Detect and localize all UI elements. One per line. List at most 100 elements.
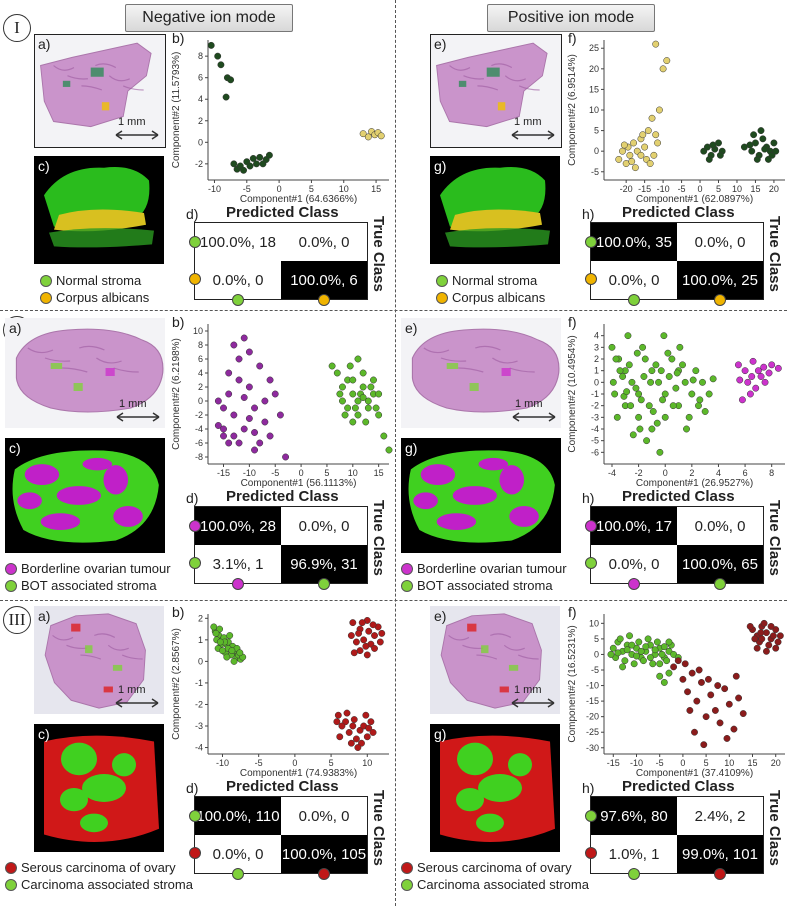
data-point	[345, 729, 353, 736]
x-tick-label: 0	[299, 468, 304, 478]
data-point	[642, 643, 650, 651]
data-point	[343, 709, 351, 717]
x-tick-label: -5	[271, 468, 279, 478]
data-point	[236, 649, 244, 657]
tissue-image	[5, 318, 165, 428]
x-axis-label: Component#1 (37.4109%)	[636, 768, 753, 779]
data-point	[207, 41, 215, 49]
x-axis-label: Component#1 (56.1113%)	[241, 478, 357, 489]
data-point	[768, 361, 776, 369]
data-point	[251, 429, 258, 436]
data-point	[758, 635, 766, 643]
data-point	[681, 378, 689, 386]
y-tick-label: 0	[594, 649, 599, 659]
data-point	[644, 635, 652, 643]
data-point	[652, 361, 660, 369]
data-point	[230, 657, 238, 665]
scatter-plot: -10 -5 0 5 10 15 -2 0 2 4 6 8 Component#1 (64.6366%)…	[171, 40, 389, 205]
data-point	[613, 413, 621, 421]
panel-label: h)	[582, 780, 595, 796]
data-point	[367, 383, 375, 391]
legend-item: BOT associated stroma	[5, 577, 171, 594]
data-point	[739, 710, 747, 718]
legend: Serous carcinoma of ovary Carcinoma assoc…	[401, 859, 589, 893]
x-tick-label: 8	[769, 468, 774, 478]
x-tick-label: 15	[374, 468, 384, 478]
data-point	[753, 155, 761, 163]
data-point	[709, 141, 717, 149]
x-tick-label: 5	[704, 758, 709, 768]
panel-III-pos: e) 1 mm g) -15 -10 -5 0 5 10 15 20 -30 -25 -20 -15 -10 -…	[396, 602, 787, 892]
data-point	[679, 361, 686, 369]
matrix-cell: 99.0%, 101	[677, 835, 763, 873]
panel-label: g)	[434, 726, 447, 742]
data-point	[659, 396, 667, 404]
data-point	[220, 404, 227, 412]
column-marker	[714, 578, 726, 590]
scale-bar-label: 1 mm	[119, 398, 147, 410]
data-point	[716, 719, 724, 727]
row-marker	[585, 557, 597, 569]
matrix-grid: 100.0%, 17 0.0%, 0 0.0%, 0 100.0%, 65	[590, 506, 764, 584]
x-tick-label: 5	[324, 468, 329, 478]
data-point	[738, 396, 746, 404]
data-point	[772, 644, 780, 652]
x-tick-label: 6	[743, 468, 748, 478]
y-tick-label: -2	[195, 699, 203, 709]
y-tick-label: 2	[198, 116, 203, 126]
data-point	[711, 706, 719, 714]
legend-swatch	[401, 861, 413, 874]
data-point	[609, 644, 617, 652]
y-tick-label: -3	[195, 721, 203, 731]
legend-item: Serous carcinoma of ovary	[5, 859, 193, 876]
data-point	[349, 376, 357, 384]
x-tick-label: -10	[243, 468, 256, 478]
data-point	[643, 437, 651, 445]
panel-label: c)	[38, 726, 50, 742]
data-point	[354, 744, 362, 751]
data-point	[214, 422, 222, 429]
data-point	[212, 629, 220, 637]
data-point	[265, 151, 273, 159]
data-point	[692, 367, 700, 375]
data-point	[646, 160, 654, 167]
y-tick-label: 8	[198, 51, 203, 61]
y-tick-label: 2	[198, 382, 203, 392]
tissue-image	[34, 34, 166, 148]
data-point	[730, 725, 738, 733]
panel-label: b)	[172, 604, 185, 620]
predicted-class-title: Predicted Class	[622, 778, 735, 795]
x-tick-label: -5	[678, 184, 686, 194]
data-point	[635, 638, 643, 646]
data-point	[628, 378, 636, 386]
matrix-cell: 1.0%, 1	[591, 835, 677, 873]
data-point	[621, 657, 629, 665]
y-tick-label: -3	[591, 412, 599, 422]
row-marker	[189, 236, 201, 248]
data-point	[760, 363, 768, 371]
legend-item: Normal stroma	[436, 272, 545, 289]
data-point	[363, 733, 371, 741]
data-point	[646, 654, 654, 662]
legend-swatch	[436, 291, 448, 304]
data-point	[334, 711, 342, 719]
data-point	[641, 143, 649, 151]
x-tick-label: 10	[362, 758, 372, 768]
legend-swatch	[401, 579, 413, 592]
y-tick-label: 20	[589, 64, 599, 74]
data-point	[362, 418, 370, 426]
data-point	[620, 141, 628, 149]
y-tick-label: 0	[594, 146, 599, 156]
data-point	[347, 632, 355, 639]
data-point	[649, 408, 657, 415]
row-marker	[585, 236, 597, 248]
data-point	[362, 642, 370, 650]
data-point	[369, 729, 377, 736]
x-tick-label: 4	[716, 468, 721, 478]
tissue-image	[430, 606, 560, 714]
data-point	[709, 375, 717, 383]
panel-label: d)	[186, 206, 199, 222]
data-point	[648, 114, 656, 122]
data-point	[748, 147, 756, 155]
data-point	[219, 647, 226, 655]
